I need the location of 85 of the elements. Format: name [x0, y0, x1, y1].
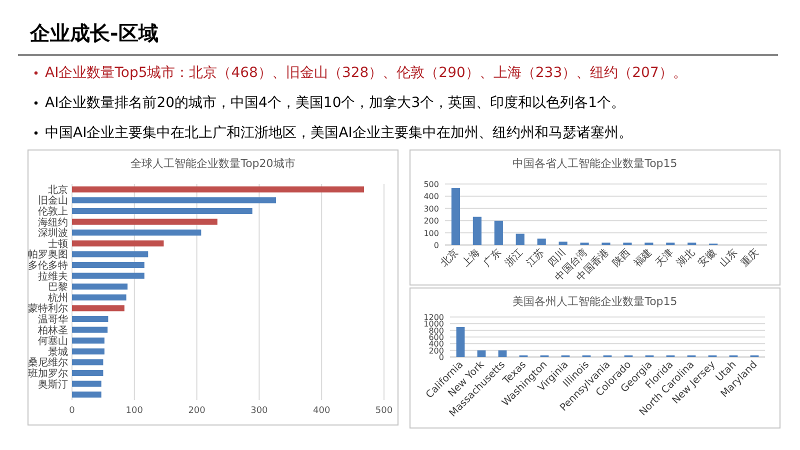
bar	[72, 218, 218, 225]
y-tick-label: 巴黎	[48, 281, 68, 294]
y-tick-label: 0	[438, 353, 444, 362]
bar	[72, 370, 104, 376]
bar	[72, 294, 126, 300]
bar	[72, 251, 148, 258]
y-tick-label: 300	[424, 204, 439, 214]
x-tick-label: 广东	[481, 246, 504, 270]
y-tick-label: 拉维夫	[38, 270, 68, 282]
y-tick-label: 1200	[424, 313, 444, 322]
bar	[477, 350, 486, 357]
x-tick-label: 山东	[717, 246, 740, 270]
y-tick-label: 1000	[424, 320, 444, 329]
bar	[72, 392, 102, 398]
x-tick-label: 0	[69, 406, 76, 416]
bar	[472, 216, 482, 245]
x-tick-label: 江苏	[524, 246, 547, 270]
y-tick-label: 柏林圣	[37, 324, 68, 336]
y-tick-label: 旧金山	[38, 194, 68, 207]
text: 企业成长-区域	[29, 21, 158, 45]
x-tick-label: 400	[313, 406, 330, 416]
bar	[72, 305, 124, 312]
y-tick-label: 温哥华	[38, 314, 68, 326]
bar	[451, 188, 460, 245]
y-tick-label: 蒙特利尔	[28, 302, 68, 315]
y-tick-label: 伦敦上	[38, 206, 68, 218]
x-tick-label: 100	[126, 406, 144, 416]
bar	[558, 242, 568, 245]
bar	[72, 197, 276, 204]
chart-title: 全球人工智能企业数量Top20城市	[130, 157, 296, 170]
y-tick-label: 杭州	[47, 292, 68, 304]
x-tick-label: 300	[250, 406, 268, 416]
x-tick-label: 重庆	[738, 246, 762, 270]
text: AI企业数量Top5城市：北京（468）、旧金山（328）、伦敦（290）、上海（233）、纽约（207）。	[45, 65, 687, 81]
y-tick-label: 班加罗尔	[28, 368, 68, 380]
bar	[72, 262, 144, 268]
bar	[72, 230, 202, 236]
bar	[72, 348, 104, 354]
bar	[72, 359, 104, 366]
x-tick-label: 福建	[631, 246, 654, 270]
x-tick-label: 陕西	[610, 246, 633, 270]
chart-title: 美国各州人工智能企业数量Top15	[512, 295, 678, 308]
y-tick-label: 奥斯汀	[38, 378, 68, 390]
y-tick-label: 600	[428, 333, 444, 342]
text: AI企业数量排名前20的城市，中国4个，美国10个，加拿大3个，英国、印度和以色列各1个。	[45, 95, 626, 111]
x-tick-label: 200	[188, 406, 206, 416]
bar	[72, 338, 104, 344]
bar	[537, 238, 546, 245]
bar	[72, 186, 364, 192]
x-tick-label: 天津	[652, 246, 676, 270]
y-tick-label: 多伦多特	[28, 260, 68, 272]
bar	[72, 380, 102, 387]
bar	[72, 240, 164, 246]
chart-title: 中国各省人工智能企业数量Top15	[512, 157, 678, 170]
y-tick-label: 800	[428, 326, 444, 336]
y-tick-label: 0	[434, 241, 439, 250]
bar	[456, 327, 465, 357]
bar	[494, 220, 503, 245]
text: 中国AI企业主要集中在北上广和江浙地区，美国AI企业主要集中在加州、纽约州和马瑟诸塞州。	[45, 125, 632, 141]
x-tick-label: 安徽	[696, 246, 718, 270]
bar	[516, 234, 524, 245]
y-tick-label: 200	[424, 216, 439, 226]
y-tick-label: 桑尼维尔	[28, 356, 68, 369]
y-tick-label: 深圳波	[38, 227, 68, 240]
bar	[72, 316, 108, 322]
y-tick-label: 景城	[48, 346, 68, 358]
x-tick-label: 湖北	[674, 246, 697, 270]
y-tick-label: 400	[424, 192, 439, 202]
y-tick-label: 帕罗奥图	[28, 248, 68, 261]
bar	[72, 326, 108, 333]
bar	[72, 272, 144, 279]
y-tick-label: 北京	[48, 184, 68, 196]
x-tick-label: 500	[375, 406, 393, 416]
x-tick-label: 浙江	[502, 246, 526, 270]
bar	[72, 284, 128, 290]
y-tick-label: 500	[424, 180, 439, 189]
bar	[72, 208, 252, 214]
y-tick-label: 何塞山	[38, 335, 68, 348]
y-tick-label: 士顿	[48, 238, 68, 250]
y-tick-label: 400	[428, 340, 444, 349]
y-tick-label: 海纽约	[38, 216, 68, 228]
y-tick-label: 100	[424, 228, 439, 238]
bar	[498, 350, 507, 357]
x-tick-label: 上海	[460, 246, 482, 270]
y-tick-label: 200	[428, 346, 444, 356]
